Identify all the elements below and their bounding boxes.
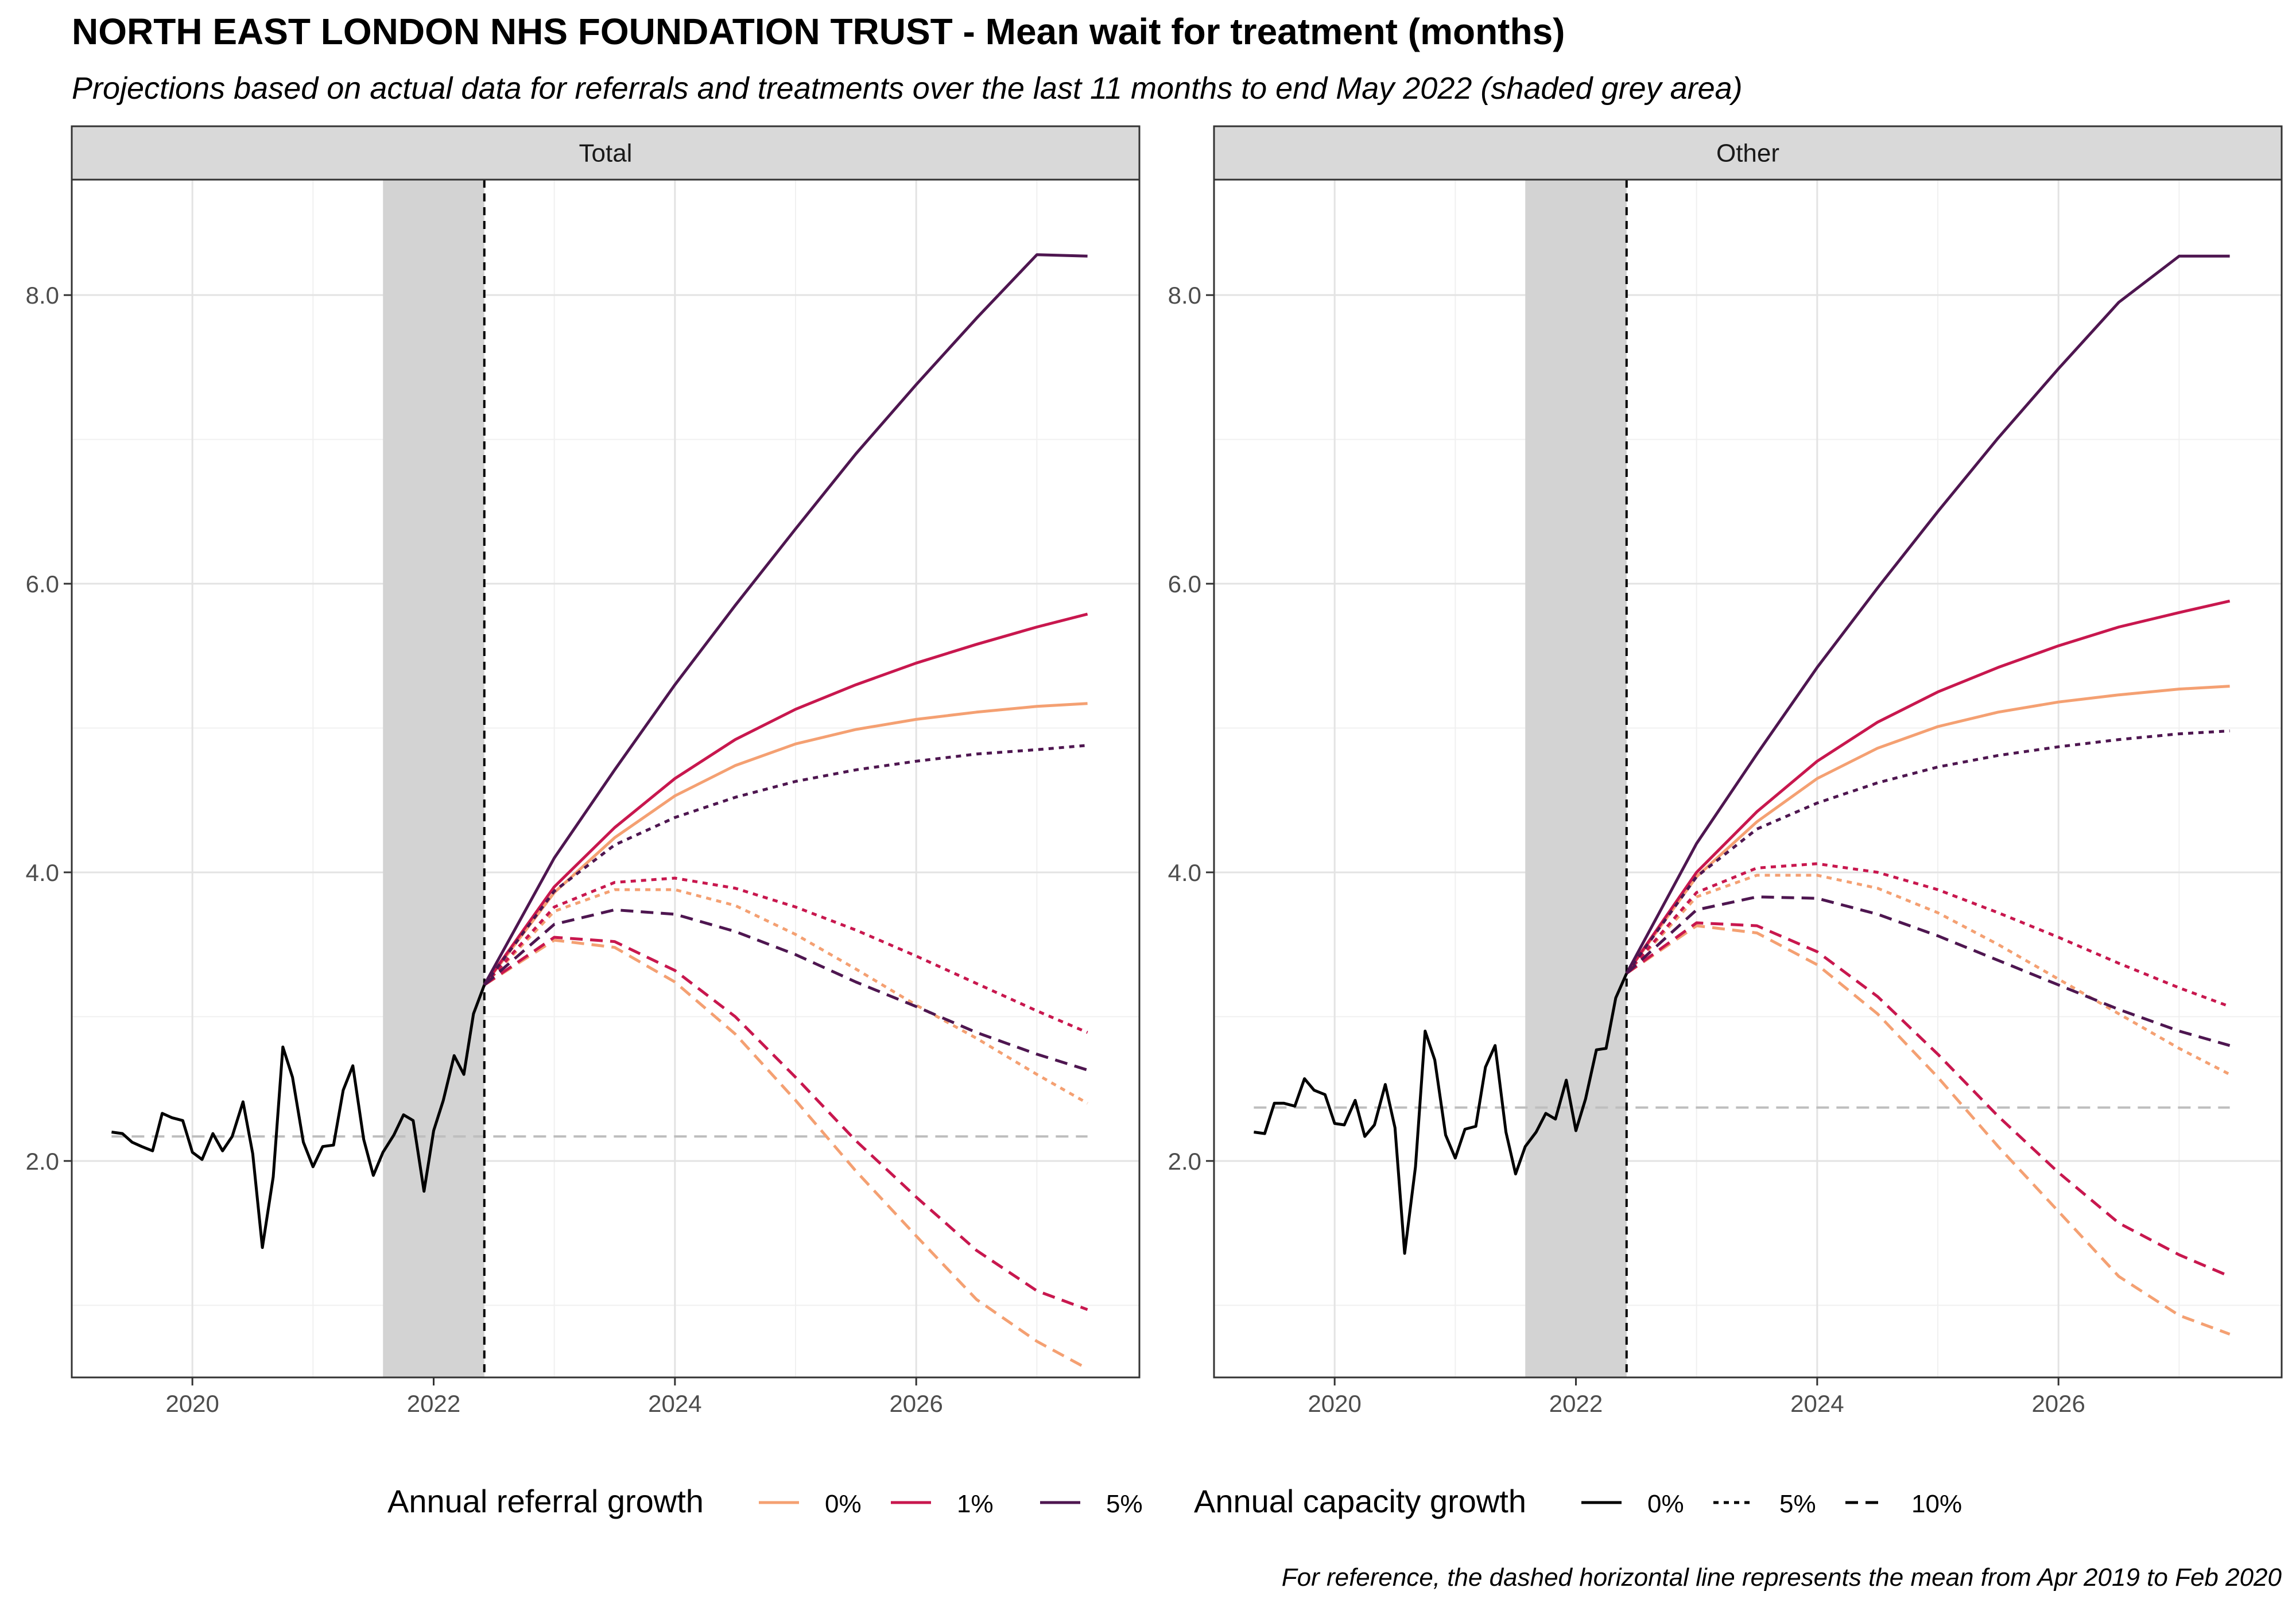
x-tick-label: 2022	[1549, 1390, 1603, 1417]
legend-capacity-title: Annual capacity growth	[1194, 1483, 1526, 1519]
actual-line	[1254, 972, 1628, 1255]
y-tick-label: 2.0	[26, 1148, 59, 1175]
legend-capacity-label: 0%	[1647, 1490, 1684, 1518]
projection-line-ref0-cap5	[1625, 874, 2231, 1076]
legend-capacity-label: 10%	[1911, 1490, 1962, 1518]
y-tick-label: 8.0	[1168, 282, 1201, 309]
facet-strip-label: Other	[1716, 139, 1779, 168]
y-tick-label: 6.0	[1168, 570, 1201, 597]
y-tick-label: 2.0	[1168, 1148, 1201, 1175]
facet-strip	[71, 125, 1141, 181]
chart-subtitle: Projections based on actual data for ref…	[72, 71, 1743, 106]
projection-line-ref1-cap10	[483, 936, 1088, 1311]
legend: Annual referral growth 0% 1% 5% Annual capac…	[387, 1483, 1962, 1519]
actual-line	[111, 984, 486, 1249]
panel-border	[71, 178, 1141, 1379]
facet-panels: Total 2.0 4.0 6.0 8.0 2020 2022 2024 2026 Other 2.…	[26, 125, 2283, 1417]
x-tick-label: 2024	[648, 1390, 701, 1417]
projection-line-ref0-cap10	[483, 938, 1088, 1371]
projection-line-ref1-cap0	[483, 612, 1088, 986]
projection-line-ref5-cap5	[483, 744, 1088, 986]
facet-strip-label: Total	[579, 139, 633, 168]
chart-caption: For reference, the dashed horizontal lin…	[1282, 1563, 2282, 1592]
facet-panel-total: Total 2.0 4.0 6.0 8.0 2020 2022 2024 2026	[26, 125, 1141, 1417]
projection-line-ref5-cap10	[1626, 895, 2231, 1047]
projection-line-ref5-cap5	[1625, 729, 2230, 975]
x-tick-label: 2026	[2031, 1390, 2085, 1417]
projection-line-ref1-cap5	[1625, 862, 2231, 1008]
projection-line-ref5-cap10	[483, 908, 1088, 1072]
x-tick-label: 2020	[1308, 1390, 1361, 1417]
projection-line-ref5-cap0	[1625, 254, 2230, 975]
series-group	[111, 253, 1088, 1371]
projection-line-ref1-cap5	[483, 876, 1088, 1034]
legend-referral-label: 5%	[1106, 1490, 1143, 1518]
y-tick-label: 6.0	[26, 570, 59, 597]
x-tick-label: 2026	[889, 1390, 943, 1417]
x-tick-label: 2020	[165, 1390, 219, 1417]
shaded-period	[1525, 180, 1627, 1377]
x-tick-label: 2022	[407, 1390, 460, 1417]
series-group	[1254, 254, 2231, 1336]
projection-line-ref0-cap10	[1626, 924, 2231, 1336]
projection-line-ref1-cap10	[1626, 921, 2231, 1278]
panel-border	[1213, 178, 2283, 1379]
projection-line-ref0-cap5	[483, 888, 1088, 1105]
y-tick-label: 4.0	[26, 859, 59, 886]
projection-line-ref0-cap0	[483, 702, 1088, 986]
legend-referral-label: 0%	[825, 1490, 862, 1518]
legend-referral-title: Annual referral growth	[387, 1483, 704, 1519]
shaded-period	[383, 180, 484, 1377]
chart-title: NORTH EAST LONDON NHS FOUNDATION TRUST -…	[72, 11, 1565, 52]
facet-strip	[1213, 125, 2283, 181]
projection-line-ref1-cap0	[1625, 599, 2231, 975]
y-tick-label: 8.0	[26, 282, 59, 309]
facet-panel-other: Other 2.0 4.0 6.0 8.0 2020 2022 2024 2026	[1168, 125, 2283, 1417]
projection-line-ref5-cap0	[483, 253, 1088, 986]
legend-referral-label: 1%	[957, 1490, 994, 1518]
legend-capacity-label: 5%	[1779, 1490, 1816, 1518]
y-tick-label: 4.0	[1168, 859, 1201, 886]
projection-line-ref0-cap0	[1625, 685, 2230, 975]
x-tick-label: 2024	[1790, 1390, 1844, 1417]
